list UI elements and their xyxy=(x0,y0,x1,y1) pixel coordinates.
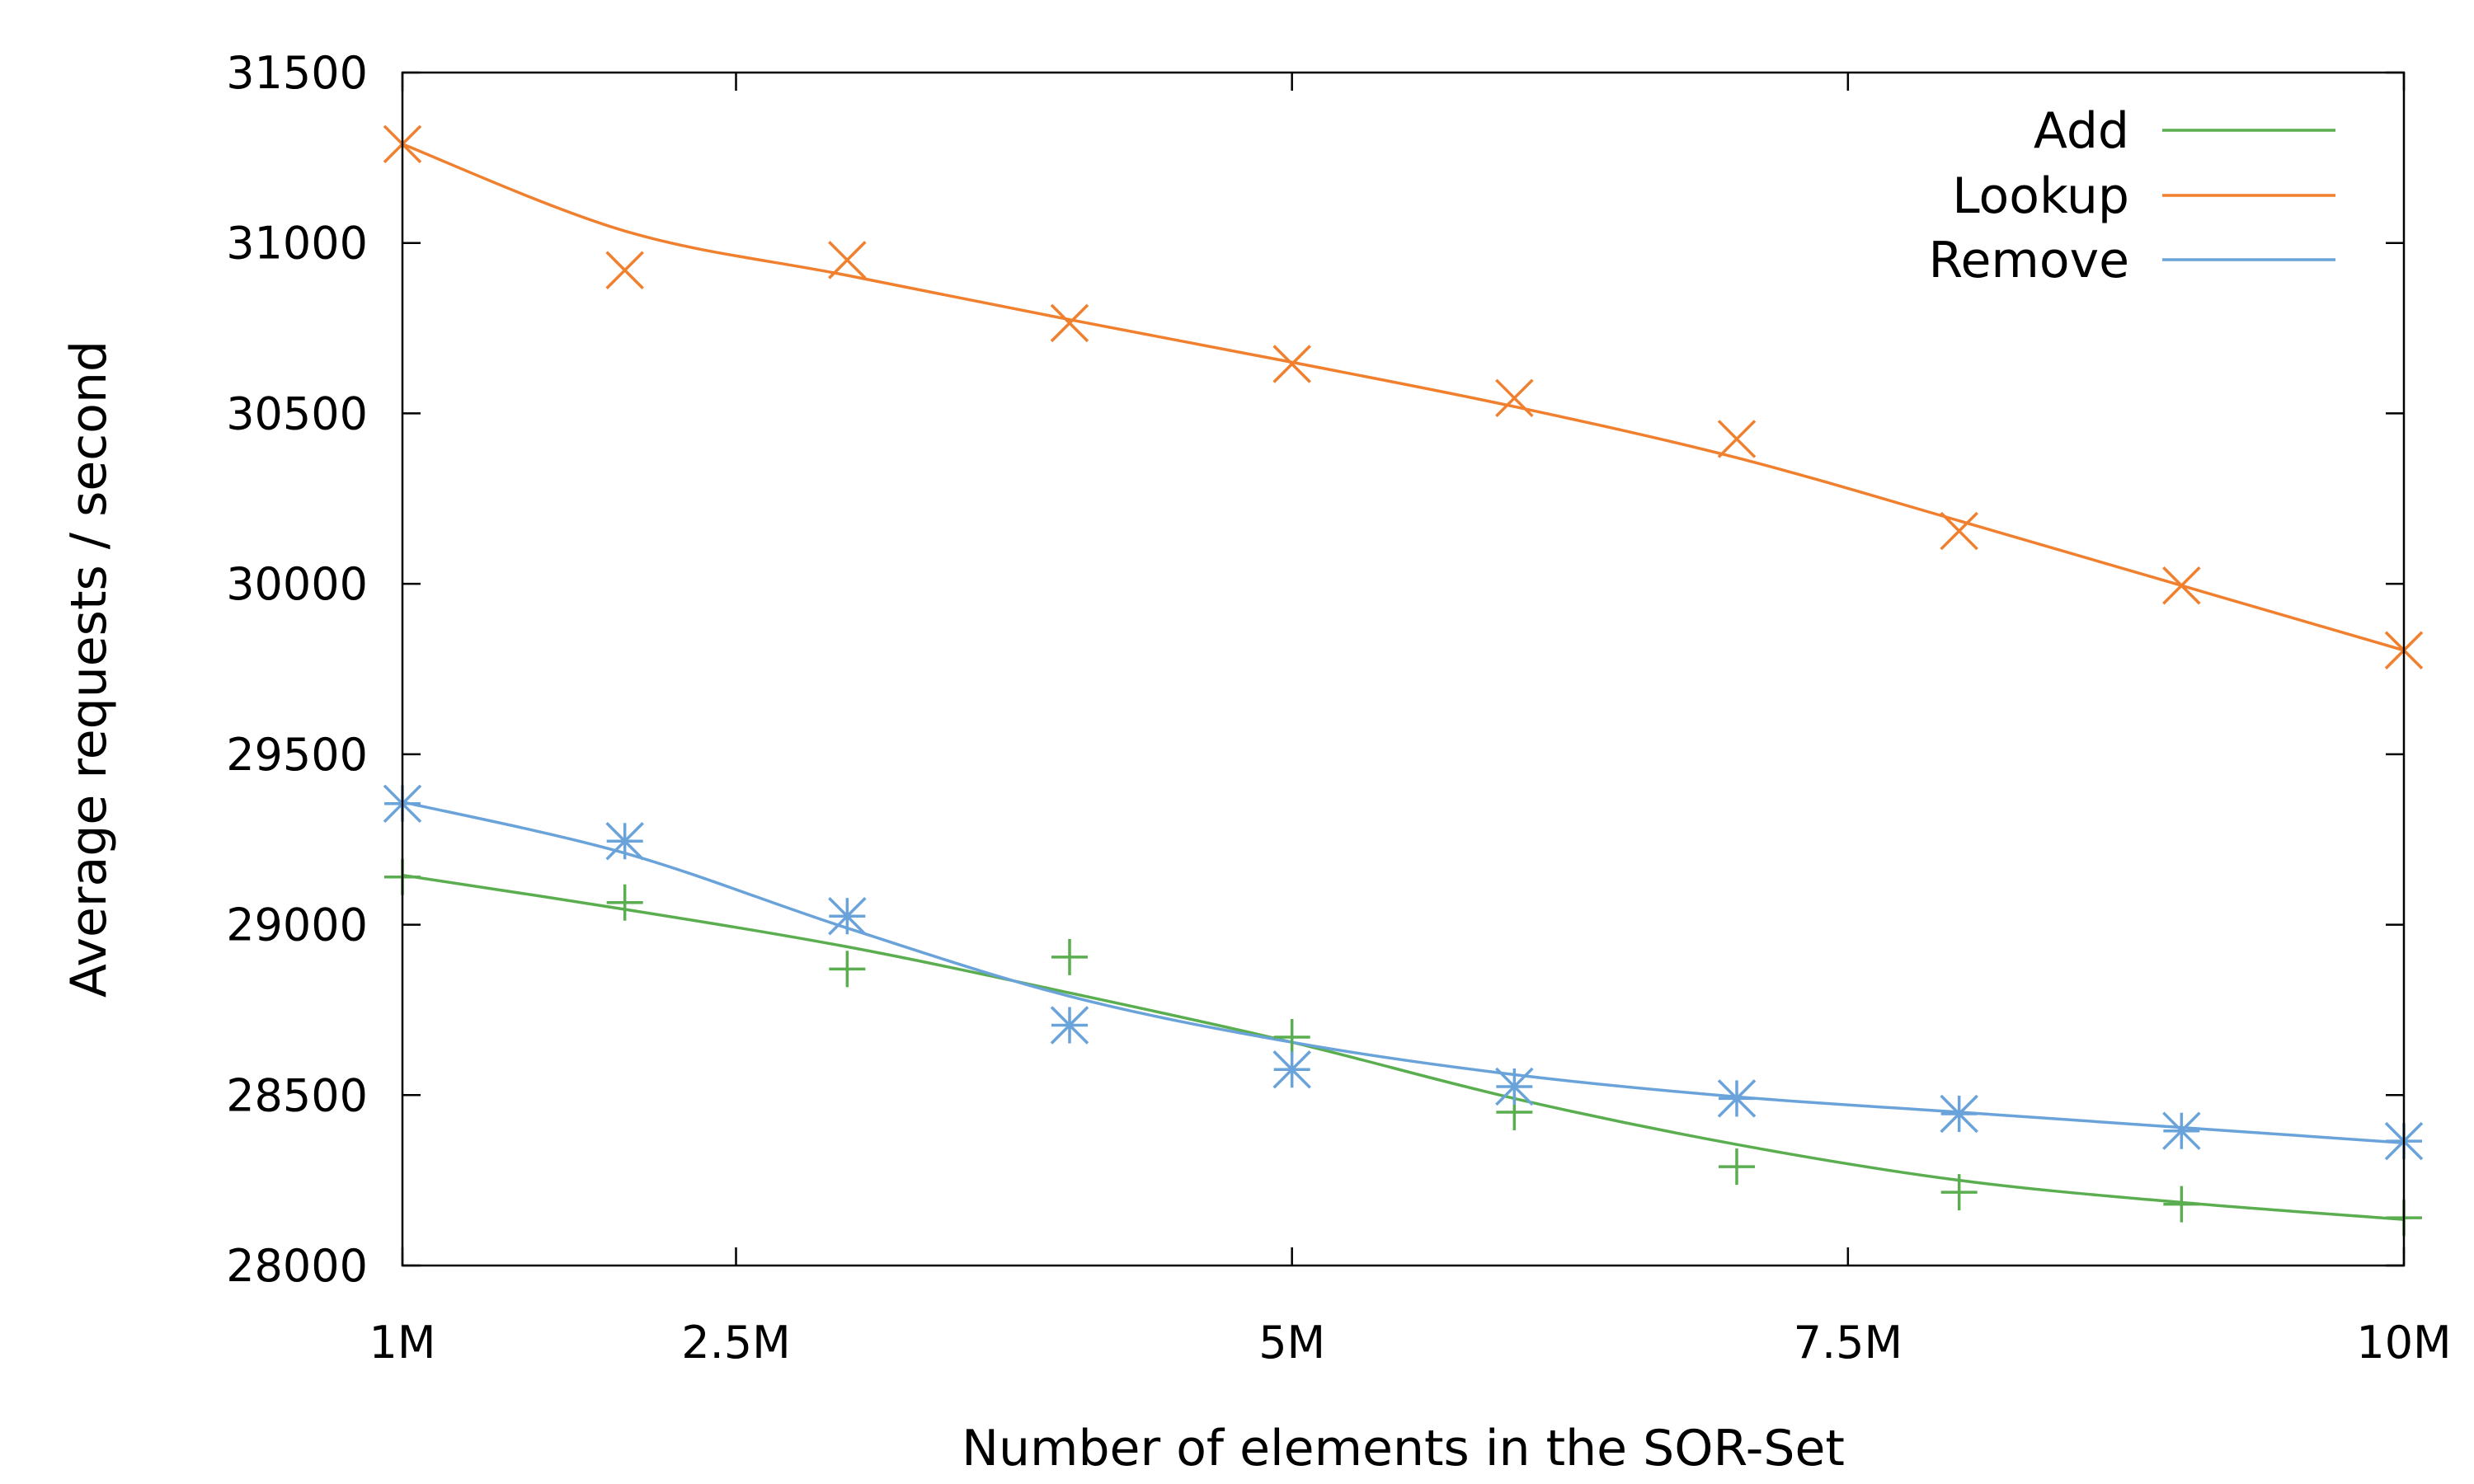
data-point-lookup xyxy=(2162,566,2201,605)
data-point-lookup xyxy=(1495,378,1534,418)
y-tick-labels: 28000 28500 29000 29500 30000 30500 31000 31500 xyxy=(226,47,368,1292)
x-tick-label: 1M xyxy=(369,1317,436,1369)
data-point-add xyxy=(1273,1019,1310,1056)
data-point-add xyxy=(1719,1148,1755,1186)
y-tick-label: 28000 xyxy=(226,1240,368,1292)
x-tick-labels: 1M 2.5M 5M 7.5M 10M xyxy=(369,1317,2452,1369)
data-point-remove xyxy=(1050,1006,1089,1045)
data-point-lookup xyxy=(828,241,867,279)
y-tick-label: 31500 xyxy=(226,47,368,99)
y-tick-label: 29500 xyxy=(226,729,368,781)
fit-lines xyxy=(402,143,2405,1221)
y-tick-label: 31000 xyxy=(226,218,368,270)
legend-label-add: Add xyxy=(2034,102,2129,160)
series-line-lookup xyxy=(402,143,2405,652)
x-tick-label: 5M xyxy=(1258,1317,1325,1369)
x-tick-label: 2.5M xyxy=(681,1317,790,1369)
x-tick-label: 10M xyxy=(2356,1317,2451,1369)
data-point-remove xyxy=(605,822,644,861)
data-point-lookup xyxy=(605,251,644,290)
y-axis-label: Average requests / second xyxy=(60,340,118,998)
plot-frame xyxy=(401,71,2406,1267)
data-point-remove xyxy=(1495,1067,1534,1106)
data-point-remove xyxy=(1272,1050,1311,1089)
x-axis-label: Number of elements in the SOR-Set xyxy=(962,1420,1845,1477)
data-point-remove xyxy=(1940,1094,1978,1134)
data-point-add xyxy=(606,884,643,921)
series-line-add xyxy=(402,873,2405,1221)
y-tick-label: 28500 xyxy=(226,1069,368,1121)
y-tick-label: 30500 xyxy=(226,387,368,439)
data-point-add xyxy=(829,951,866,988)
data-point-lookup xyxy=(1272,345,1311,383)
data-point-remove xyxy=(1717,1079,1757,1118)
y-tick-label: 30000 xyxy=(226,558,368,610)
legend-label-lookup: Lookup xyxy=(1952,167,2129,225)
data-point-add xyxy=(1051,938,1088,975)
data-point-add xyxy=(2163,1186,2200,1223)
data-point-lookup xyxy=(1717,420,1757,458)
data-point-add xyxy=(1940,1174,1978,1211)
data-point-remove xyxy=(828,896,867,936)
y-tick-label: 29000 xyxy=(226,899,368,951)
data-point-lookup xyxy=(1050,303,1089,343)
data-point-remove xyxy=(2162,1111,2201,1150)
data-markers xyxy=(383,124,2424,1237)
legend-label-remove: Remove xyxy=(1929,232,2130,289)
x-tick-label: 7.5M xyxy=(1794,1317,1903,1369)
data-point-lookup xyxy=(1940,511,1978,551)
series-line-remove xyxy=(402,800,2405,1144)
legend: Add Lookup Remove xyxy=(1929,102,2335,289)
